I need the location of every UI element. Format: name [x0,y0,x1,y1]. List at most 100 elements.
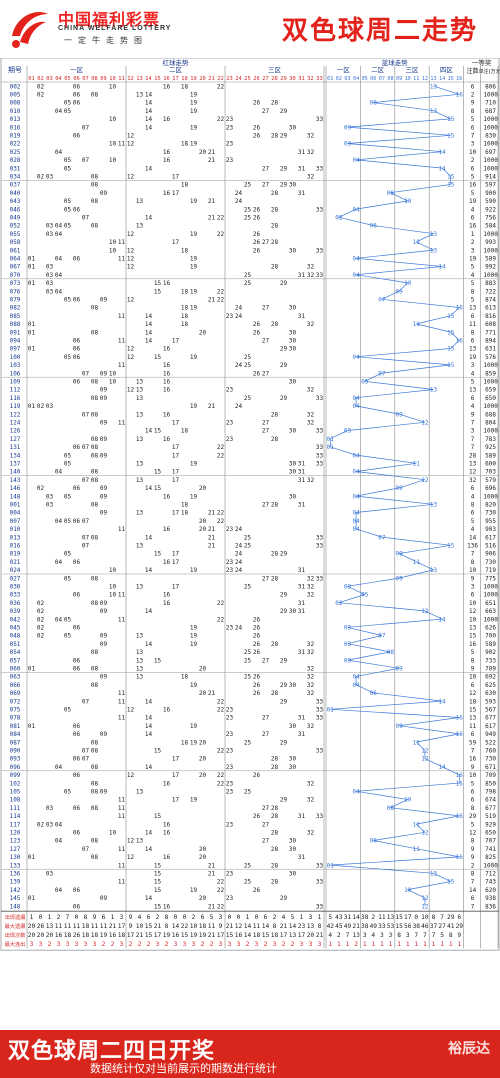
red-ball: 05 [64,452,72,459]
red-ball: 29 [280,608,288,615]
blue-ball: 11 [413,739,421,746]
red-ball: 09 [100,485,108,492]
issue-number: 051 [10,641,21,648]
issue-number: 076 [10,288,21,295]
red-stat-value: 11 [100,923,108,930]
issue-number: 031 [10,165,21,172]
red-stat-value: 11 [253,923,261,930]
red-ball: 19 [190,641,198,648]
jackpot-count: 9 [471,846,475,853]
red-ball: 04 [55,764,63,771]
red-stat-value: 6 [201,914,205,921]
issue-number: 067 [10,264,21,271]
red-stat-value: 21 [154,923,162,930]
red-ball: 08 [91,502,99,509]
red-ball: 27 [262,502,270,509]
blue-ball: 04 [352,206,360,213]
jackpot-amount: 1000 [483,362,498,369]
red-ball: 13 [136,477,144,484]
jackpot-count: 7 [471,551,475,558]
red-ball: 02 [37,625,45,632]
red-ball: 29 [280,108,288,115]
issue-number: 119 [10,403,21,410]
red-ball: 25 [244,354,252,361]
blue-ball: 15 [447,313,455,320]
jackpot-amount: 589 [485,452,496,459]
red-stat-value: 13 [307,923,315,930]
red-ball: 31 [298,149,306,156]
red-stat-value: 3 [318,941,322,948]
red-ball: 01 [28,346,36,353]
red-ball: 16 [163,493,171,500]
red-ball: 06 [73,346,81,353]
jackpot-count: 9 [471,100,475,107]
red-ball: 29 [280,165,288,172]
logo-text-en: CHINA WELFARE LOTTERY [58,25,172,32]
jackpot-count: 10 [469,616,477,623]
red-stat-value: 3 [183,941,187,948]
jackpot-count: 15 [469,707,477,714]
blue-column-tick: 14 [439,76,445,82]
red-column-tick: 32 [307,76,314,82]
red-ball: 08 [91,748,99,755]
blue-ball: 14 [438,698,446,705]
jackpot-count: 15 [469,633,477,640]
blue-stat-value: 8 [432,914,436,921]
blue-ball: 06 [370,690,378,697]
red-stat-value: 2 [246,941,250,948]
red-ball: 08 [91,854,99,861]
red-ball: 25 [244,272,252,279]
issue-number: 091 [10,329,21,336]
red-column-tick: 04 [55,76,62,82]
red-ball: 27 [262,370,270,377]
red-ball: 05 [64,100,72,107]
blue-ball: 06 [370,100,378,107]
blue-ball: 04 [352,272,360,279]
red-ball: 13 [136,674,144,681]
blue-ball: 04 [352,526,360,533]
red-ball: 17 [172,190,180,197]
red-ball: 23 [226,313,234,320]
red-stat-value: 3 [93,941,97,948]
blue-ball: 04 [352,354,360,361]
blue-stat-value: 5 [328,914,332,921]
blue-ball: 01 [327,444,335,451]
red-stat-value: 4 [282,914,286,921]
jackpot-count: 19 [469,354,477,361]
blue-stat-value: 15 [395,914,403,921]
jackpot-count: 16 [469,182,477,189]
red-ball: 32 [307,133,315,140]
red-ball: 03 [46,502,54,509]
issue-number: 094 [10,338,21,345]
issue-number: 136 [10,871,21,878]
red-ball: 04 [55,149,63,156]
red-ball: 33 [316,575,324,582]
red-ball: 14 [145,108,153,115]
red-ball: 15 [154,428,162,435]
blue-column-tick: 02 [336,76,342,82]
red-ball: 09 [100,789,108,796]
blue-ball: 10 [404,887,412,894]
red-ball: 02 [37,608,45,615]
red-ball: 10 [109,830,117,837]
red-ball: 23 [226,141,234,148]
red-ball: 01 [28,403,36,410]
red-ball: 30 [289,838,297,845]
blue-ball: 12 [421,756,429,763]
issue-number: 024 [10,567,21,574]
blue-stat-value: 17 [404,914,412,921]
jackpot-amount: 1000 [483,124,498,131]
red-ball: 22 [217,288,225,295]
jackpot-amount: 804 [485,420,496,427]
red-ball: 13 [136,789,144,796]
blue-trend-header: 蓝球走势 [382,58,409,67]
red-stat-value: 2 [282,941,286,948]
red-ball: 21 [208,297,216,304]
red-ball: 05 [64,354,72,361]
blue-stat-value: 27 [438,923,446,930]
red-ball: 06 [73,666,81,673]
red-stat-value: 14 [172,923,180,930]
jackpot-count: 3 [471,247,475,254]
red-ball: 32 [307,321,315,328]
red-ball: 14 [145,698,153,705]
